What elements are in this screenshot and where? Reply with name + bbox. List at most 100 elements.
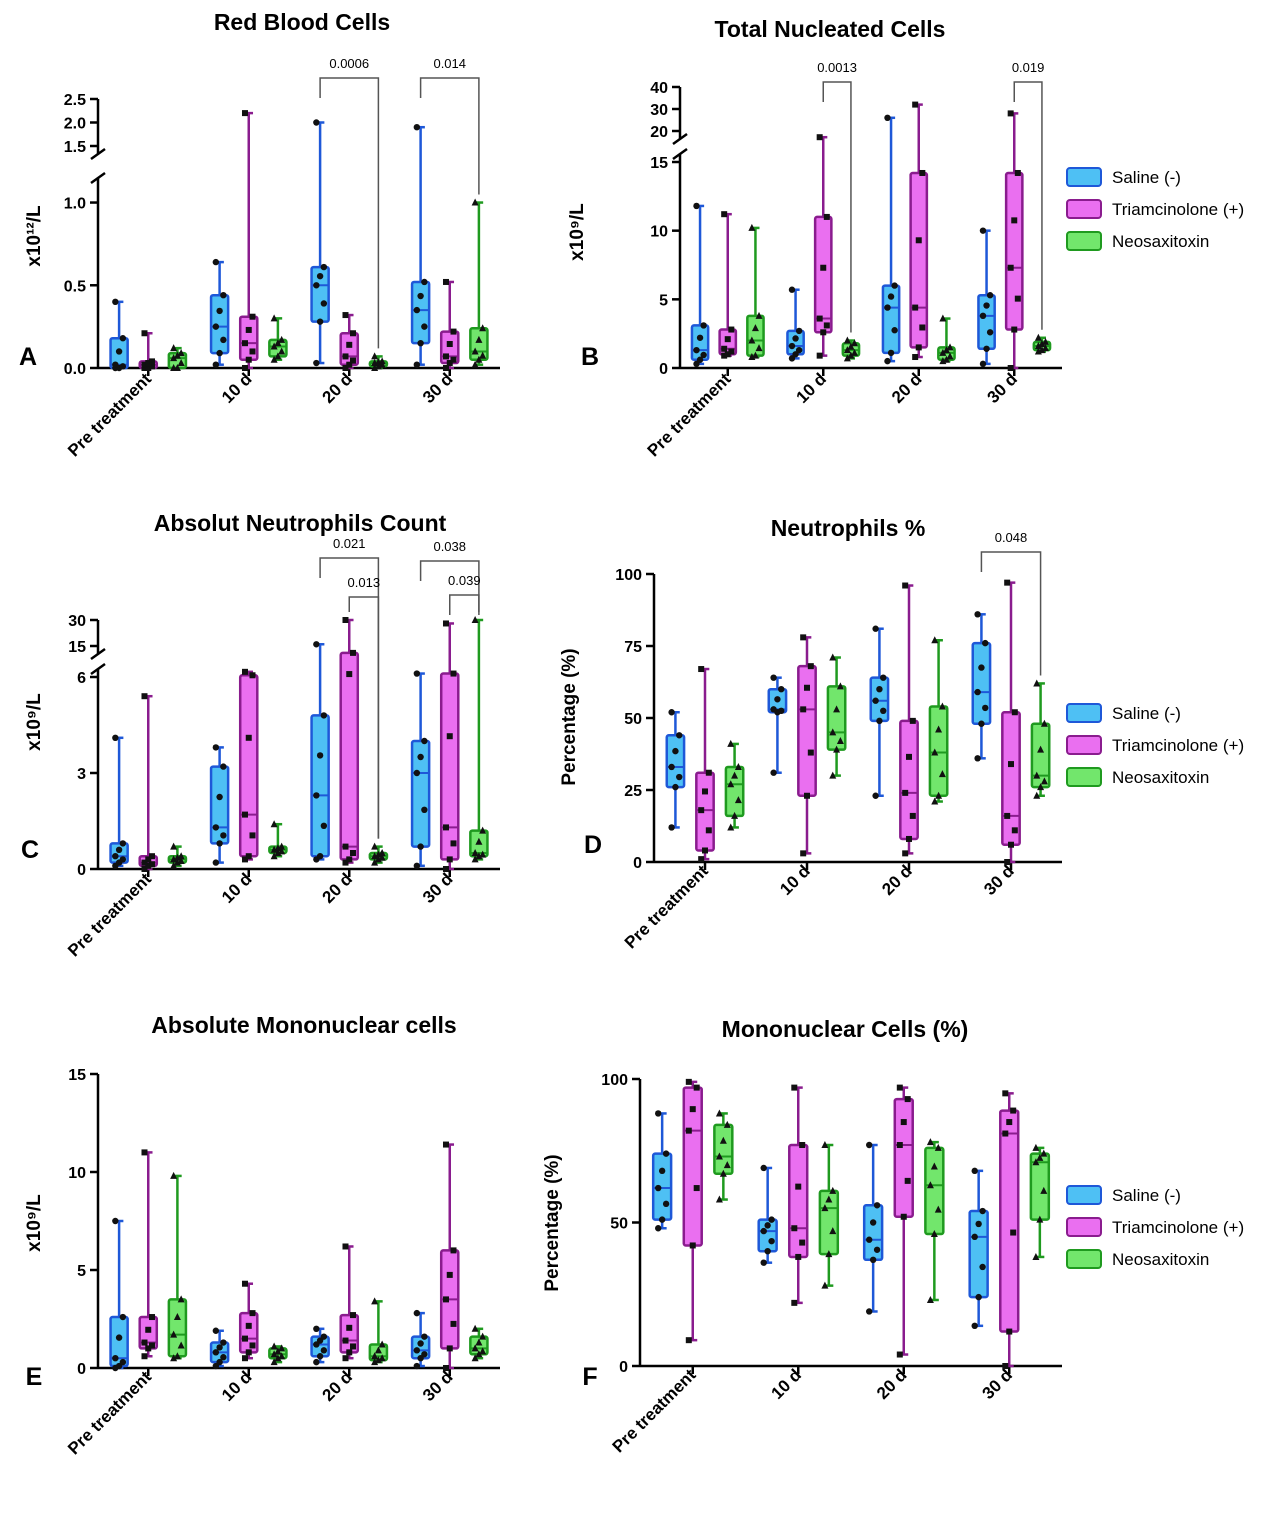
box-triamcinolone [138,330,159,371]
data-point [141,866,148,872]
data-point [915,237,922,244]
data-point [668,763,675,771]
data-point [350,357,357,364]
bracket-line [449,594,480,615]
data-point [799,1239,806,1246]
data-point [313,641,320,648]
box-triamcinolone [797,634,817,857]
data-point [748,223,756,231]
data-point [446,1345,453,1352]
data-point [270,1342,278,1350]
bracket-line [419,77,480,195]
data-point [693,346,700,354]
legend-swatch [1066,767,1102,787]
data-point [479,324,487,332]
panel-D: Neutrophils % Percentage (%) 0 25 50 75 100 Pre… [559,515,1062,952]
data-point [915,344,922,351]
data-point [731,771,739,779]
data-point [693,202,700,210]
box-triamcinolone [339,312,360,371]
box-triamcinolone [695,666,715,863]
data-point [313,1325,320,1333]
data-point [141,1339,148,1346]
bracket-line [980,551,1042,676]
data-point [245,734,252,741]
data-point [149,363,156,370]
data-point [442,824,449,831]
data-point [1032,1143,1040,1151]
data-point [904,1177,911,1184]
data-point [446,360,453,367]
box-triamcinolone [339,617,360,866]
data-point [350,850,357,856]
data-point [417,339,424,347]
x-tick-label: Pre treatment [64,369,155,460]
y-tick-label: 2.5 [64,92,86,109]
data-point [778,686,785,693]
data-point [177,1295,185,1303]
panel-F: Mononuclear Cells (%) Percentage (%) 0 50 10… [542,1016,1062,1456]
data-point [825,1195,833,1203]
data-point [270,314,278,322]
data-point [371,1352,379,1360]
p-value-label: 0.013 [348,575,381,590]
chart-title: Mononuclear Cells (%) [722,1016,969,1042]
y-tick-label: 30 [650,102,668,119]
data-point [177,852,185,860]
bracket-line [822,81,852,333]
axis-break-mark [672,147,688,161]
data-point [851,348,859,356]
data-point [807,663,814,670]
box-saline [310,1325,330,1366]
data-point [241,668,248,675]
data-point [1004,859,1011,865]
data-point [658,1216,666,1223]
data-point [975,1293,982,1301]
y-tick-label: 0 [659,361,668,378]
data-point [119,363,127,370]
data-point [693,1185,700,1192]
y-axis-label: Percentage (%) [542,1154,563,1291]
box-saline [410,124,431,368]
data-point [880,674,887,681]
data-point [119,1358,127,1366]
data-point [320,712,328,719]
data-point [112,1217,119,1225]
data-point [378,849,386,856]
data-point [350,330,357,337]
data-point [119,856,127,863]
data-point [249,832,256,839]
data-point [475,1350,483,1358]
data-point [421,806,428,813]
data-point [475,355,483,363]
y-tick-label: 40 [650,80,668,97]
data-point [442,1296,449,1303]
data-point [471,1354,479,1362]
data-point [655,1110,662,1117]
data-point [866,1141,873,1149]
data-point [1002,1090,1009,1097]
data-point [791,1084,798,1091]
data-point [755,311,763,319]
data-point [685,1078,692,1085]
data-point [715,1152,723,1160]
data-point [346,361,353,368]
data-point [241,340,248,347]
data-point [934,1143,942,1151]
data-point [442,365,449,371]
data-point [346,1349,353,1356]
data-point [119,840,127,847]
data-point [872,625,879,632]
data-point [417,843,424,850]
data-point [413,361,421,368]
data-point [891,282,898,289]
data-point [873,1202,881,1209]
data-point [748,336,756,344]
data-point [799,1142,806,1149]
data-point [471,1324,479,1332]
data-point [1040,1186,1048,1194]
box-neosaxitoxin [818,1141,840,1289]
data-point [821,1204,829,1212]
data-point [421,323,428,330]
data-point [378,853,386,861]
